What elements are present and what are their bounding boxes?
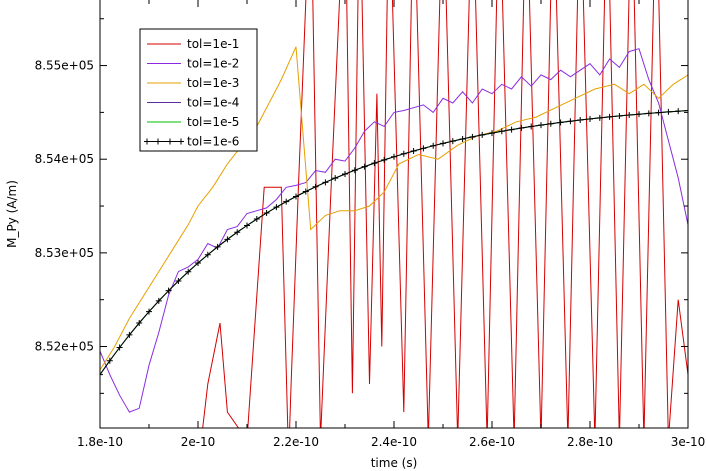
y-tick-label: 8.54e+05 <box>35 152 94 166</box>
data-point <box>155 297 162 304</box>
data-point <box>469 133 476 140</box>
data-point <box>459 135 466 142</box>
data-point <box>381 156 388 163</box>
legend-label: tol=1e-4 <box>187 96 239 110</box>
x-tick-label: 2e-10 <box>181 435 216 449</box>
series-layer <box>100 0 688 428</box>
data-point <box>185 268 192 275</box>
y-tick-label: 8.53e+05 <box>35 246 94 260</box>
data-point <box>596 114 603 121</box>
x-tick-label: 2.8e-10 <box>567 435 613 449</box>
series-line-1 <box>202 0 688 428</box>
x-axis-label: time (s) <box>371 456 418 470</box>
data-point <box>498 128 505 135</box>
data-point <box>567 118 574 125</box>
y-axis-label: M_Py (A/m) <box>5 180 19 248</box>
data-point <box>410 147 417 154</box>
data-point <box>273 204 280 211</box>
data-point <box>214 243 221 250</box>
data-point <box>645 110 652 117</box>
data-point <box>126 331 133 338</box>
x-tick-label: 2.4e-10 <box>371 435 417 449</box>
data-point <box>518 125 525 132</box>
data-point <box>685 107 688 114</box>
data-point <box>116 344 123 351</box>
legend-marker <box>144 138 150 145</box>
data-point <box>606 113 613 120</box>
data-point <box>371 160 378 167</box>
x-tick-label: 2.2e-10 <box>273 435 319 449</box>
data-point <box>106 357 113 364</box>
data-point <box>391 153 397 160</box>
data-point <box>361 163 368 170</box>
series-line-2 <box>100 48 688 413</box>
data-point <box>204 251 211 258</box>
data-point <box>322 179 329 186</box>
data-point <box>351 167 358 174</box>
data-point <box>400 150 407 157</box>
data-point <box>263 209 270 216</box>
data-point <box>479 131 486 138</box>
data-point <box>195 260 201 267</box>
data-point <box>244 222 250 229</box>
legend-marker <box>178 138 184 145</box>
data-point <box>224 236 231 243</box>
data-point <box>626 112 633 119</box>
legend-marker <box>155 138 161 145</box>
data-point <box>655 109 662 116</box>
data-point <box>175 277 182 284</box>
data-point <box>489 130 495 137</box>
axes-layer: 1.8e-10 2e-10 2.2e-10 2.4e-10 2.6e-10 2.8e-10… <box>35 0 706 449</box>
data-point <box>165 287 172 294</box>
data-point <box>420 145 427 152</box>
y-tick-label: 8.52e+05 <box>35 340 94 354</box>
data-point <box>528 123 535 130</box>
data-point <box>100 371 103 378</box>
data-point <box>508 126 515 133</box>
legend-marker <box>167 138 173 145</box>
data-point <box>293 193 299 200</box>
legend: tol=1e-1 tol=1e-2 tol=1e-3 tol=1e-4 tol=1e-5… <box>139 28 258 152</box>
data-point <box>557 119 564 126</box>
data-point <box>146 308 152 315</box>
y-tick-label: 8.55e+05 <box>35 59 94 73</box>
data-point <box>587 115 593 122</box>
data-point <box>616 112 623 119</box>
data-point <box>253 216 260 223</box>
data-point <box>283 198 290 205</box>
x-tick-label: 3e-10 <box>671 435 706 449</box>
data-point <box>136 319 143 326</box>
data-point <box>312 183 319 190</box>
legend-label: tol=1e-2 <box>187 57 239 71</box>
data-point <box>577 117 584 124</box>
data-point <box>675 108 682 115</box>
data-point <box>430 142 437 149</box>
data-point <box>665 108 672 115</box>
data-point <box>449 138 456 145</box>
data-point <box>332 175 339 182</box>
legend-label: tol=1e-6 <box>187 135 239 149</box>
data-point <box>538 122 544 129</box>
data-point <box>342 171 348 178</box>
series-line-3 <box>100 46 688 371</box>
x-tick-label: 2.6e-10 <box>469 435 515 449</box>
x-tick-label: 1.8e-10 <box>77 435 123 449</box>
data-point <box>636 111 642 118</box>
data-point <box>440 140 446 147</box>
data-point <box>234 229 241 236</box>
legend-label: tol=1e-5 <box>187 115 239 129</box>
data-point <box>302 188 309 195</box>
legend-label: tol=1e-1 <box>187 37 239 51</box>
legend-box <box>139 28 258 152</box>
data-point <box>547 120 554 127</box>
legend-label: tol=1e-3 <box>187 76 239 90</box>
